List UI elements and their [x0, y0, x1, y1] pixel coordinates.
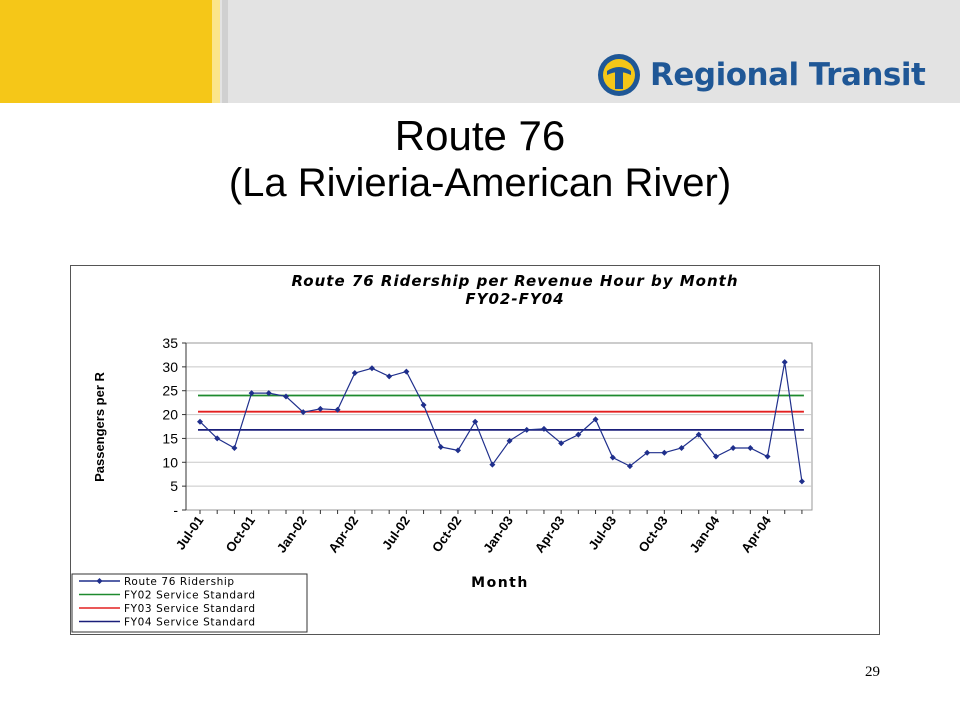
ridership-point: [661, 449, 668, 456]
ridership-point: [609, 454, 616, 461]
ridership-point: [317, 405, 324, 412]
ridership-point: [386, 373, 393, 380]
ridership-point: [644, 449, 651, 456]
ridership-point: [197, 418, 203, 425]
ridership-point: [506, 437, 513, 444]
ridership-point: [265, 390, 272, 397]
header-accent-stripe: [222, 0, 228, 103]
ridership-point: [730, 444, 737, 451]
chart-frame: Route 76 Ridership per Revenue Hour by M…: [70, 265, 880, 635]
legend-label: FY04 Service Standard: [124, 617, 256, 629]
x-axis-label: Month: [471, 575, 529, 591]
y-tick-label: -: [173, 502, 178, 518]
ridership-point: [489, 461, 496, 468]
ridership-point: [351, 370, 358, 377]
ridership-point: [523, 426, 530, 433]
y-tick-label: 20: [162, 407, 178, 423]
ridership-line: [199, 361, 803, 482]
legend-label: FY03 Service Standard: [124, 603, 256, 615]
slide-title-line1: Route 76: [394, 112, 566, 159]
ridership-point: [300, 409, 307, 416]
ridership-point: [403, 368, 410, 375]
y-tick-label: 30: [162, 359, 178, 375]
slide-title-line2: (La Rivieria-American River): [228, 161, 732, 205]
chart-title: Route 76 Ridership per Revenue Hour by M…: [291, 272, 738, 290]
ridership-point: [368, 365, 375, 372]
gridlines: [186, 366, 812, 487]
chart-subtitle: FY02-FY04: [465, 290, 564, 308]
ridership-point: [798, 478, 805, 485]
ridership-point: [231, 444, 238, 451]
ridership-point: [781, 359, 788, 366]
legend-label: Route 76 Ridership: [124, 576, 235, 588]
ridership-point: [248, 390, 255, 397]
ridership-point: [334, 406, 341, 413]
ridership-point: [747, 444, 754, 451]
ridership-point: [540, 425, 547, 432]
ridership-point: [678, 444, 685, 451]
transit-emblem-icon: [598, 54, 640, 96]
legend-marker: [96, 578, 103, 584]
ridership-point: [558, 440, 565, 447]
ridership-point: [454, 447, 461, 454]
header-accent-block: [0, 0, 212, 103]
slide-title: Route 76 (La Rivieria-American River): [0, 112, 960, 206]
y-tick-label: 25: [162, 383, 178, 399]
legend-label: FY02 Service Standard: [124, 590, 256, 602]
ridership-point: [764, 453, 771, 460]
ridership-point: [472, 418, 479, 425]
ridership-point: [437, 444, 444, 451]
ridership-point: [712, 453, 719, 460]
regional-transit-logo: Regional Transit: [596, 50, 926, 100]
plot-area: [185, 342, 813, 511]
ridership-point: [592, 416, 599, 423]
ridership-chart: Route 76 Ridership per Revenue Hour by M…: [70, 265, 880, 635]
ridership-point: [282, 393, 289, 400]
y-axis-ticks: - 5 10 15 20 25 30 35: [162, 335, 187, 518]
y-tick-label: 15: [162, 430, 178, 446]
ridership-point: [420, 402, 427, 409]
page-number: 29: [865, 664, 880, 680]
ridership-point: [214, 435, 221, 442]
ridership-point: [626, 463, 633, 470]
header-accent-stripe: [212, 0, 220, 103]
ridership-point: [695, 431, 702, 438]
y-tick-label: 10: [162, 454, 178, 470]
ridership-point: [575, 431, 582, 438]
y-tick-label: 35: [162, 335, 178, 351]
series-layer: [197, 359, 805, 485]
y-axis-label: Passengers per R: [92, 371, 107, 481]
logo-text: Regional Transit: [650, 57, 926, 93]
y-tick-label: 5: [170, 478, 178, 494]
